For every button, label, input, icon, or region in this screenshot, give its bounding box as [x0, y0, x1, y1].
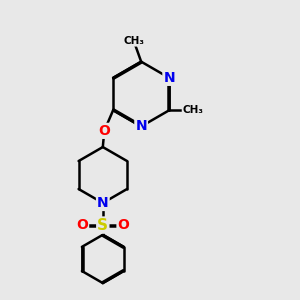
- Text: S: S: [97, 218, 108, 232]
- Text: N: N: [97, 196, 109, 210]
- Text: O: O: [98, 124, 110, 138]
- Text: O: O: [118, 218, 129, 232]
- Text: N: N: [164, 71, 175, 85]
- Text: N: N: [135, 119, 147, 134]
- Text: CH₃: CH₃: [182, 105, 203, 115]
- Text: O: O: [76, 218, 88, 232]
- Text: CH₃: CH₃: [123, 36, 144, 46]
